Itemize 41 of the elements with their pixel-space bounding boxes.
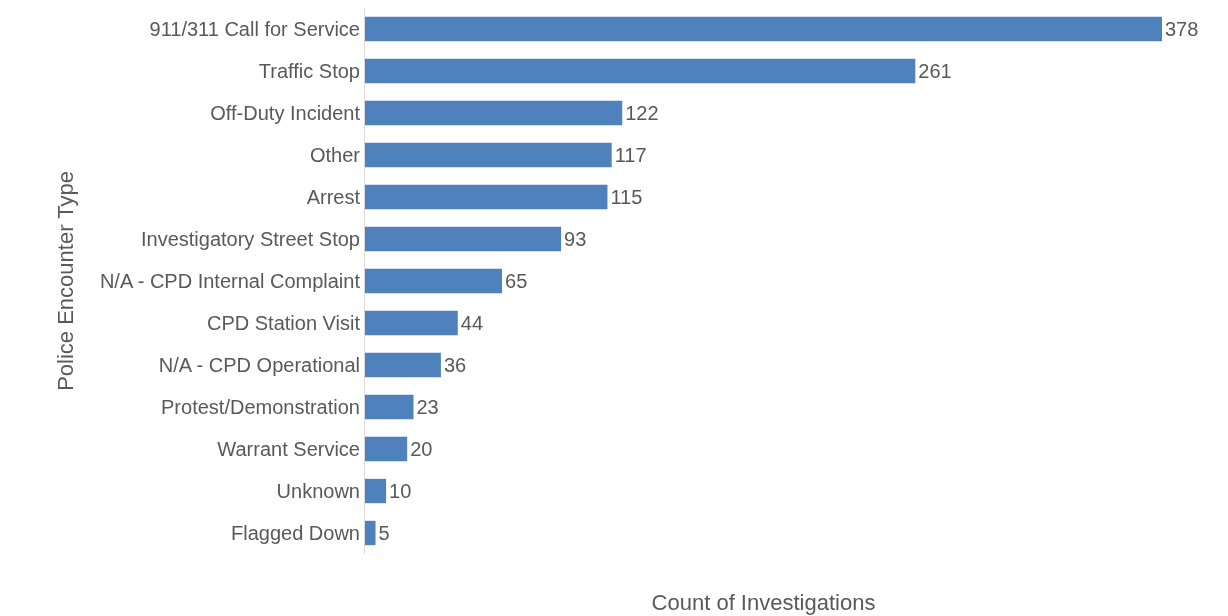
- bar: [365, 310, 458, 336]
- y-tick-label: Warrant Service: [217, 438, 360, 460]
- bar: [365, 352, 441, 378]
- y-axis-title: Police Encounter Type: [52, 171, 78, 391]
- y-tick-label: 911/311 Call for Service: [149, 18, 360, 40]
- bar: [365, 58, 916, 84]
- data-label: 115: [610, 186, 643, 208]
- y-tick-label: N/A - CPD Operational: [158, 354, 360, 376]
- y-tick-label: Unknown: [276, 480, 360, 502]
- bar: [365, 268, 503, 294]
- bar: [365, 394, 414, 420]
- data-label: 122: [625, 102, 659, 124]
- bar: [365, 142, 612, 168]
- bar: [365, 100, 623, 126]
- bar: [365, 184, 608, 210]
- data-label: 23: [416, 396, 439, 418]
- y-tick-label: CPD Station Visit: [206, 312, 361, 334]
- data-label: 44: [460, 312, 484, 334]
- y-tick-label: Protest/Demonstration: [161, 396, 360, 418]
- bar: [365, 478, 387, 504]
- y-tick-label: Arrest: [306, 186, 361, 208]
- data-label: 20: [410, 438, 433, 460]
- data-label: 65: [505, 270, 528, 292]
- data-label: 36: [443, 354, 467, 376]
- y-tick-label: Off-Duty Incident: [210, 102, 361, 124]
- data-label: 378: [1165, 18, 1199, 40]
- bar: [365, 520, 376, 546]
- data-label: 5: [378, 522, 390, 544]
- bar: [365, 436, 408, 462]
- data-label: 10: [389, 480, 412, 502]
- data-label: 117: [614, 144, 647, 166]
- bar: [365, 226, 562, 252]
- data-label: 93: [564, 228, 587, 250]
- y-tick-label: Investigatory Street Stop: [140, 228, 360, 250]
- y-tick-label: N/A - CPD Internal Complaint: [99, 270, 361, 292]
- y-tick-label: Flagged Down: [231, 522, 360, 544]
- y-tick-label: Other: [309, 144, 361, 166]
- bar: [365, 16, 1162, 42]
- y-tick-label: Traffic Stop: [258, 60, 360, 82]
- data-label: 261: [918, 60, 952, 82]
- x-axis-title: Count of Investigations: [651, 589, 876, 615]
